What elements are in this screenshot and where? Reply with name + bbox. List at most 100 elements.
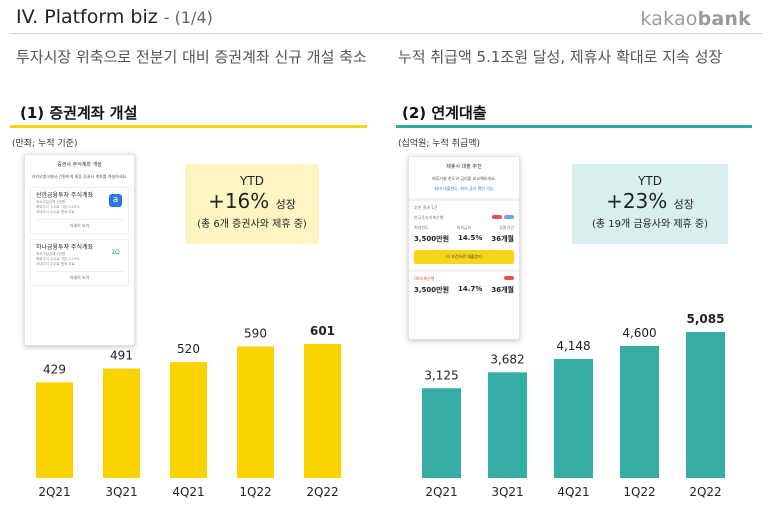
bar-2Q21	[422, 388, 461, 478]
bar-4Q21	[170, 362, 207, 478]
tag-icon	[492, 215, 502, 219]
card-button: 자세히 보기	[36, 219, 123, 229]
ytd-label: YTD	[638, 174, 662, 188]
securities-card-2: 하나금융투자 주식계좌 1Q 최소가입금액 1만원 해외주식 수수료 기본 0.…	[30, 239, 129, 286]
bar-1Q22	[620, 345, 659, 478]
lender-row: 한국투자저축은행	[409, 213, 519, 223]
lender-name: 한국투자저축은행	[414, 215, 444, 220]
securities-card-1: 신한금융투자 주식계좌 a 최소가입금액 1만원 해외주식 수수료 기본 0.2…	[30, 187, 129, 234]
card-line: 국내주식 수수료 평생 무료	[36, 210, 75, 214]
summary-right: 누적 취급액 5.1조원 달성, 제휴사 확대로 지속 성장	[398, 48, 723, 66]
phone-screenshot-securities: 증권사 주식계좌 개설 카카오뱅크에서 간편하게 제휴 증권사 계좌를 개설하세…	[24, 154, 135, 346]
header-divider	[10, 33, 763, 34]
stat-label: 최대한도	[414, 225, 429, 230]
card-button: 자세히 보기	[36, 271, 123, 281]
value-label: 491	[110, 349, 133, 363]
card-name: 신한금융투자 주식계좌	[36, 192, 94, 199]
card-line: 국내주식 수수료 평생 무료	[36, 262, 75, 266]
bar-1Q22	[237, 346, 274, 478]
value-label: 429	[43, 362, 66, 376]
bar-4Q21	[554, 358, 593, 478]
stat-label: 상환기간	[499, 225, 514, 230]
lender-tags	[502, 276, 514, 282]
lender-row: OK저축은행	[409, 269, 519, 284]
stat-value: 36개월	[491, 235, 514, 243]
x-tick-label: 1Q22	[623, 485, 655, 499]
value-label: 590	[244, 326, 267, 340]
section-title-left: (1) 증권계좌 개설	[20, 104, 138, 122]
unit-left: (만좌; 누적 기준)	[12, 139, 78, 149]
chart-right: 3,125 2Q21 3,682 3Q21 4,148 4Q21 4,600 1Q22 5,08…	[422, 312, 725, 499]
ytd-label: YTD	[240, 174, 264, 188]
bar-2Q22	[686, 332, 725, 478]
value-label: 4,148	[556, 339, 590, 353]
ytd-value: +16%	[208, 189, 270, 213]
value-label: 3,125	[424, 368, 458, 382]
stat-value: 14.5%	[458, 234, 483, 242]
page-title: IV. Platform biz - (1/4)	[16, 6, 213, 28]
x-tick-label: 2Q22	[306, 485, 338, 499]
broker-logo-icon: 1Q	[111, 249, 120, 256]
x-tick-label: 2Q22	[689, 485, 721, 499]
chart-left: 429 2Q21 491 3Q21 520 4Q21 590 1Q22 601 2Q22	[36, 324, 341, 499]
value-label: 520	[177, 342, 200, 356]
card-line: 최소가입금액 1만원	[36, 252, 66, 256]
x-tick-label: 1Q22	[239, 485, 271, 499]
section-title-right: (2) 연계대출	[402, 104, 487, 122]
card-line: 최소가입금액 1만원	[36, 200, 66, 204]
card-name: 하나금융투자 주식계좌	[36, 244, 94, 251]
card-line: 해외주식 수수료 기본 0.25%	[36, 257, 80, 261]
lender-name: OK저축은행	[414, 276, 435, 281]
list-header-text: 추천 결과 1건	[414, 205, 438, 210]
stat-value: 36개월	[491, 286, 514, 294]
phone-title: 증권사 주식계좌 개설	[57, 162, 102, 168]
ytd-value: +23%	[606, 189, 668, 213]
phone-intro: 카카오뱅크에서 간편하게 제휴 증권사 계좌를 개설하세요.	[31, 174, 128, 179]
stat-value: 3,500만원	[414, 286, 450, 294]
ytd-note: (총 6개 증권사와 제휴 중)	[197, 219, 307, 230]
x-tick-label: 2Q21	[425, 485, 457, 499]
logo-bold: bank	[697, 8, 751, 30]
x-tick-label: 2Q21	[38, 485, 70, 499]
stat-values: 3,500만원 14.7% 36개월	[409, 284, 519, 296]
section-underline-right	[396, 125, 752, 128]
phone-title: 제휴사 대출 추천	[446, 164, 482, 170]
unit-right: (십억원; 누적 취급액)	[398, 139, 481, 149]
ytd-box-left: YTD +16% 성장 (총 6개 증권사와 제휴 중)	[185, 164, 319, 244]
title-sub: - (1/4)	[163, 8, 213, 27]
ytd-growth: +23% 성장	[572, 189, 728, 213]
value-label: 601	[310, 324, 335, 338]
tag-icon	[504, 215, 514, 219]
x-tick-label: 3Q21	[105, 485, 137, 499]
ytd-box-right: YTD +23% 성장 (총 19개 금융사와 제휴 중)	[572, 164, 728, 244]
bar-2Q21	[36, 382, 73, 478]
x-tick-label: 4Q21	[172, 485, 204, 499]
lender-tags	[490, 215, 514, 221]
title-main: IV. Platform biz	[16, 6, 158, 28]
x-tick-label: 4Q21	[557, 485, 589, 499]
ytd-suffix: 성장	[673, 198, 694, 211]
card-line: 해외주식 수수료 기본 0.25%	[36, 205, 80, 209]
x-tick-label: 3Q21	[491, 485, 523, 499]
phone-note: 최대 대출한도, 최저 금리 확인 가능	[434, 186, 494, 191]
stat-labels: 최대한도 최저금리 상환기간	[409, 223, 519, 233]
tag-icon	[504, 276, 514, 280]
value-label: 3,682	[490, 352, 524, 366]
bar-3Q21	[488, 372, 527, 478]
stat-value: 3,500만원	[414, 235, 450, 243]
value-label: 5,085	[687, 312, 725, 326]
value-label: 4,600	[622, 326, 656, 340]
logo-light: kakao	[640, 8, 698, 30]
phone-intro: 제휴사별 한도와 금리를 비교해보세요.	[432, 176, 496, 181]
loan-cta-button: 이 조건으로 대출받기	[414, 250, 514, 264]
section-underline-left	[10, 125, 367, 128]
bar-3Q21	[103, 368, 140, 478]
ytd-growth: +16% 성장	[185, 189, 319, 213]
stat-label: 최저금리	[456, 225, 472, 230]
brand-logo: kakaobank	[640, 8, 751, 30]
stat-value: 14.7%	[458, 285, 483, 293]
list-header: 추천 결과 1건	[409, 198, 519, 213]
ytd-note: (총 19개 금융사와 제휴 중)	[591, 219, 709, 230]
bar-2Q22	[304, 344, 341, 478]
